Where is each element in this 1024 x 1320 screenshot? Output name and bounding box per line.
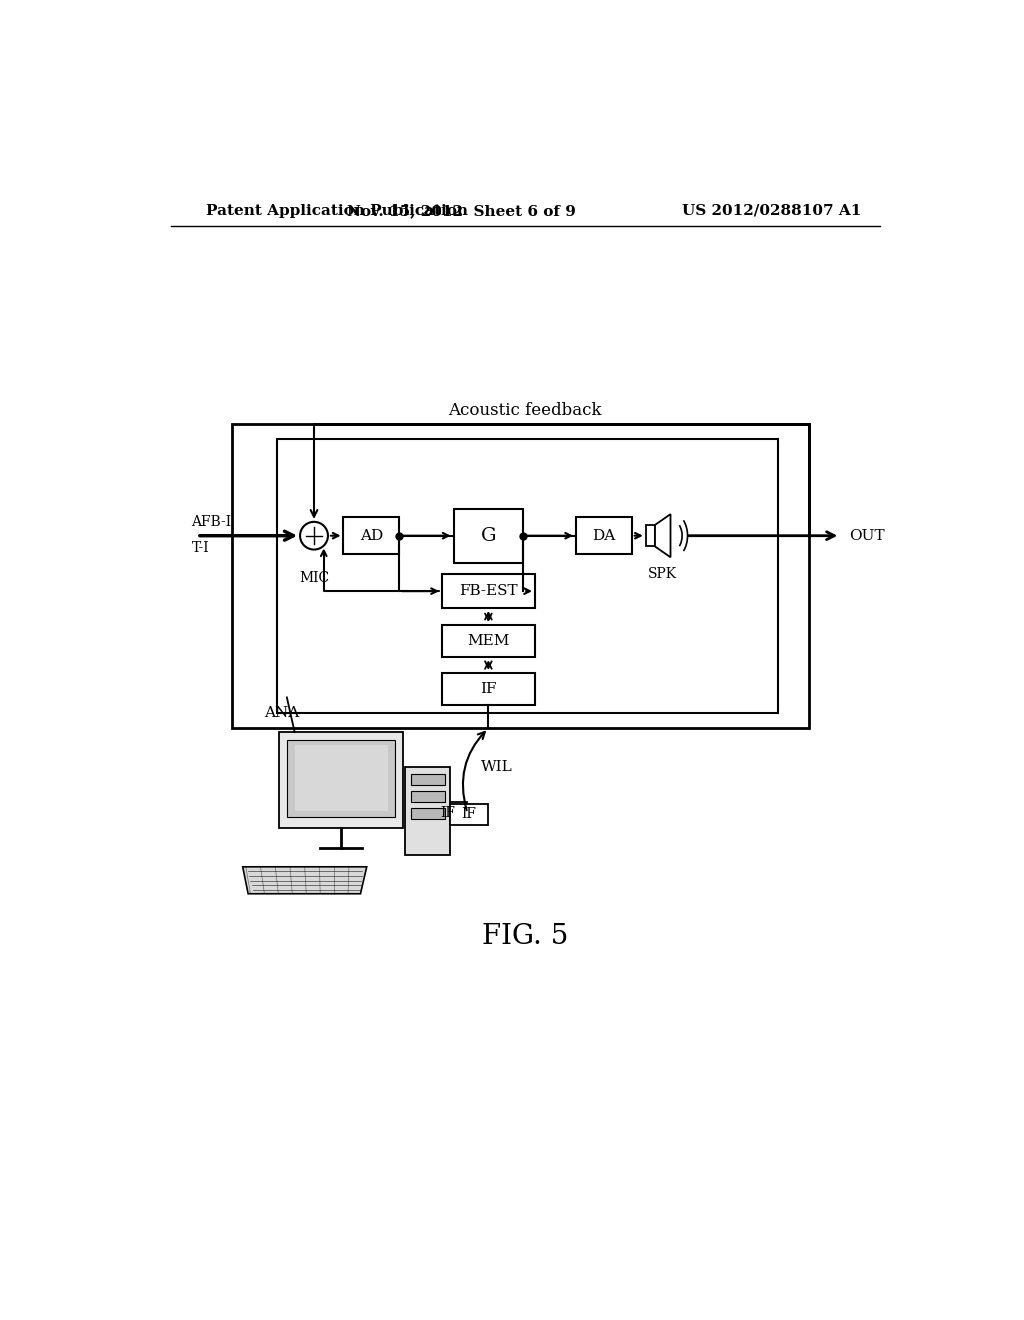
Text: ANA: ANA — [263, 706, 299, 719]
Bar — [646, 525, 655, 546]
Bar — [450, 804, 488, 825]
Bar — [231, 424, 809, 729]
Polygon shape — [287, 739, 395, 817]
Text: IF: IF — [480, 682, 497, 696]
Text: SPK: SPK — [648, 568, 677, 581]
Text: Nov. 15, 2012  Sheet 6 of 9: Nov. 15, 2012 Sheet 6 of 9 — [347, 203, 575, 218]
Polygon shape — [655, 515, 671, 557]
Text: AD: AD — [359, 529, 383, 543]
Bar — [442, 626, 535, 657]
Bar — [343, 517, 399, 554]
Bar — [429, 803, 467, 824]
Text: IF: IF — [462, 808, 476, 821]
Text: MEM: MEM — [467, 634, 510, 648]
Polygon shape — [280, 733, 403, 829]
Polygon shape — [243, 867, 367, 894]
Bar — [575, 517, 632, 554]
Text: OUT: OUT — [850, 529, 885, 543]
Bar — [411, 808, 445, 818]
Text: T-I: T-I — [191, 541, 209, 554]
Text: MIC: MIC — [299, 572, 329, 585]
Bar — [406, 767, 451, 855]
Text: G: G — [480, 527, 496, 545]
Bar — [454, 508, 523, 562]
Text: WIL: WIL — [480, 760, 512, 774]
Text: Patent Application Publication: Patent Application Publication — [206, 203, 468, 218]
Text: IF: IF — [440, 807, 456, 820]
Text: FB-EST: FB-EST — [459, 585, 518, 598]
Bar — [276, 440, 778, 713]
Bar — [411, 775, 445, 785]
Bar — [411, 792, 445, 803]
Text: AFB-I: AFB-I — [191, 515, 231, 529]
Text: US 2012/0288107 A1: US 2012/0288107 A1 — [682, 203, 861, 218]
Text: FIG. 5: FIG. 5 — [481, 923, 568, 949]
Bar — [442, 574, 535, 609]
Text: Acoustic feedback: Acoustic feedback — [449, 403, 601, 420]
Bar — [442, 673, 535, 705]
Polygon shape — [295, 744, 388, 810]
Text: DA: DA — [592, 529, 615, 543]
